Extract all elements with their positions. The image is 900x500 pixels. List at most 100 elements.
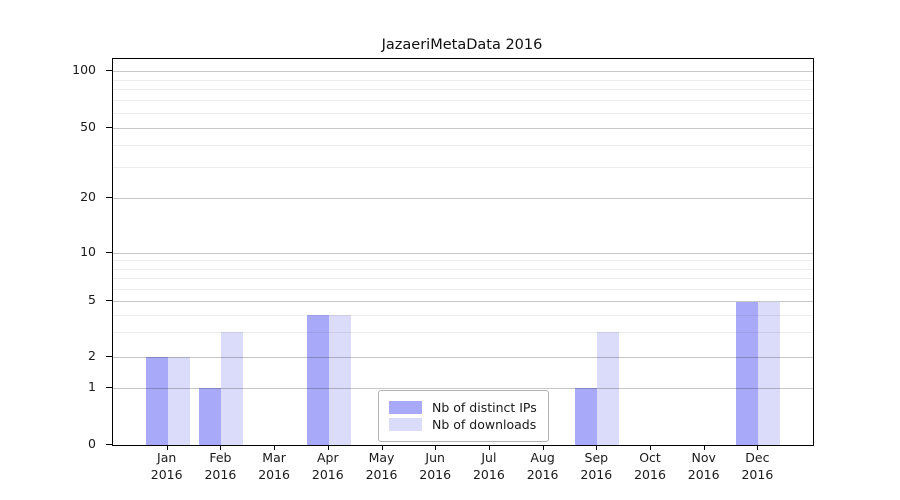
- x-axis-tick-label: May 2016: [347, 449, 417, 483]
- major-gridline: [113, 301, 813, 303]
- legend-swatch: [389, 418, 422, 431]
- legend-entry: Nb of downloads: [389, 417, 537, 432]
- major-gridline: [113, 387, 813, 389]
- minor-gridline: [113, 260, 813, 262]
- x-axis-tick-mark: [166, 445, 168, 450]
- bar: [758, 301, 781, 445]
- x-axis-tick-mark: [542, 445, 544, 450]
- x-axis-tick-mark: [596, 445, 598, 450]
- bar: [597, 332, 620, 445]
- x-tick-year: 2016: [526, 467, 559, 482]
- y-axis-tick-mark: [106, 126, 112, 128]
- y-axis-tick-mark: [106, 444, 112, 445]
- x-axis-tick-label: Mar 2016: [239, 449, 309, 483]
- x-tick-year: 2016: [634, 467, 666, 482]
- minor-gridline: [113, 332, 813, 334]
- minor-gridline: [113, 268, 813, 270]
- bar: [145, 356, 168, 445]
- x-tick-year: 2016: [419, 467, 452, 482]
- x-tick-month: Aug: [530, 450, 555, 465]
- bar: [328, 314, 351, 445]
- legend-label: Nb of distinct IPs: [432, 400, 537, 415]
- x-tick-month: Jun: [425, 450, 445, 465]
- y-axis-tick-label: 20: [80, 188, 96, 204]
- y-axis-tick-mark: [106, 70, 112, 71]
- x-axis-tick-label: Oct 2016: [615, 449, 685, 483]
- x-tick-month: Jul: [481, 450, 497, 465]
- y-axis-tick-mark: [106, 300, 112, 302]
- x-tick-month: Feb: [209, 450, 232, 465]
- x-tick-year: 2016: [472, 467, 505, 482]
- legend-label: Nb of downloads: [432, 417, 537, 432]
- x-axis-tick-label: Nov 2016: [669, 449, 739, 483]
- x-tick-year: 2016: [311, 467, 344, 482]
- major-gridline: [113, 71, 813, 72]
- y-axis-tick-label: 100: [72, 62, 96, 77]
- major-gridline: [113, 127, 813, 129]
- bar: [167, 356, 190, 445]
- x-tick-month: Dec: [745, 450, 770, 465]
- bar: [306, 314, 329, 445]
- x-axis-tick-label: Feb 2016: [185, 449, 255, 483]
- x-tick-year: 2016: [204, 467, 237, 482]
- plot-area: [112, 58, 814, 446]
- minor-gridline: [113, 166, 813, 168]
- x-tick-year: 2016: [150, 467, 183, 482]
- x-axis-tick-mark: [703, 445, 705, 450]
- x-axis-tick-mark: [435, 445, 437, 450]
- x-tick-month: Mar: [262, 450, 286, 465]
- y-axis-tick-label: 2: [88, 347, 96, 363]
- x-tick-year: 2016: [365, 467, 398, 482]
- bar: [221, 332, 244, 445]
- minor-gridline: [113, 144, 813, 146]
- x-tick-month: Jan: [157, 450, 177, 465]
- major-gridline: [113, 356, 813, 358]
- major-gridline: [113, 253, 813, 254]
- x-axis-tick-label: Jan 2016: [132, 449, 202, 483]
- chart-title: JazaeriMetaData 2016: [381, 37, 543, 53]
- x-tick-year: 2016: [580, 467, 613, 482]
- x-axis-tick-label: Jul 2016: [454, 449, 524, 483]
- x-tick-month: Sep: [584, 450, 609, 465]
- x-tick-month: Nov: [691, 450, 716, 465]
- x-axis-tick-label: Apr 2016: [293, 449, 363, 483]
- x-axis-tick-mark: [327, 445, 329, 450]
- x-axis-tick-label: Aug 2016: [508, 449, 578, 483]
- x-axis-tick-mark: [381, 445, 383, 450]
- x-axis-tick-mark: [650, 445, 651, 450]
- minor-gridline: [113, 79, 813, 81]
- x-tick-year: 2016: [741, 467, 774, 482]
- minor-gridline: [113, 112, 813, 114]
- y-axis-tick-label: 0: [88, 436, 96, 451]
- x-axis-tick-mark: [274, 445, 276, 450]
- y-axis-tick-mark: [106, 252, 112, 253]
- x-tick-month: Oct: [639, 450, 661, 465]
- minor-gridline: [113, 314, 813, 316]
- legend-swatch: [389, 401, 422, 414]
- x-axis-tick-mark: [220, 445, 222, 450]
- y-axis-tick-mark: [106, 196, 112, 198]
- y-axis-tick-label: 50: [80, 118, 96, 134]
- x-axis-tick-label: Jun 2016: [400, 449, 470, 483]
- minor-gridline: [113, 89, 813, 91]
- x-axis-tick-label: Dec 2016: [722, 449, 792, 483]
- y-axis-tick-mark: [106, 386, 112, 388]
- x-tick-year: 2016: [258, 467, 290, 482]
- bar: [575, 388, 598, 445]
- x-tick-month: Apr: [316, 450, 339, 465]
- minor-gridline: [113, 100, 813, 102]
- y-axis-tick-label: 5: [88, 292, 96, 308]
- x-axis-tick-mark: [488, 445, 490, 450]
- x-tick-year: 2016: [687, 467, 720, 482]
- legend-entry: Nb of distinct IPs: [389, 400, 537, 415]
- x-tick-month: May: [368, 450, 395, 465]
- y-axis-tick-label: 10: [80, 244, 96, 259]
- bar: [199, 388, 222, 445]
- legend: Nb of distinct IPs Nb of downloads: [378, 390, 549, 442]
- minor-gridline: [113, 288, 813, 290]
- minor-gridline: [113, 277, 813, 279]
- y-axis-tick-label: 1: [88, 378, 96, 394]
- y-axis-tick-mark: [106, 355, 112, 357]
- x-axis-tick-mark: [757, 445, 759, 450]
